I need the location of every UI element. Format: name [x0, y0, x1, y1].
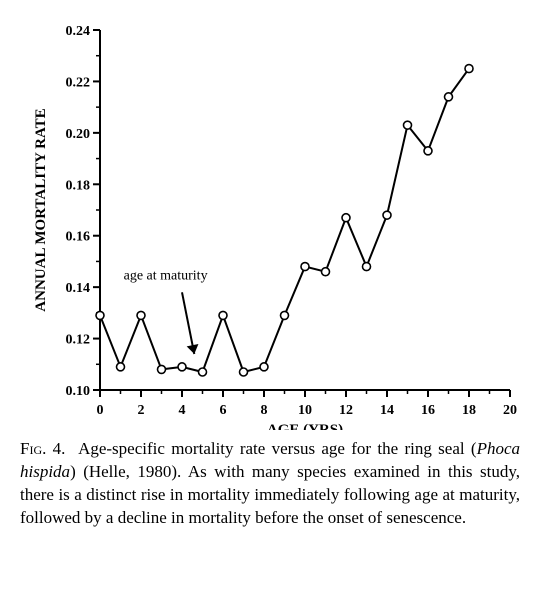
- y-tick-label: 0.16: [66, 230, 91, 245]
- y-tick-label: 0.20: [66, 127, 91, 142]
- y-tick-label: 0.22: [66, 75, 91, 90]
- data-marker: [424, 147, 432, 155]
- data-marker: [465, 65, 473, 73]
- x-axis-label: AGE (YRS): [267, 422, 343, 430]
- data-marker: [158, 365, 166, 373]
- x-tick-label: 8: [261, 403, 268, 418]
- data-marker: [260, 363, 268, 371]
- data-marker: [96, 311, 104, 319]
- x-tick-label: 6: [220, 403, 227, 418]
- data-marker: [363, 263, 371, 271]
- data-marker: [445, 93, 453, 101]
- x-tick-label: 12: [339, 403, 353, 418]
- caption-text-1: Age-specific mortality rate versus age f…: [78, 439, 477, 458]
- data-marker: [342, 214, 350, 222]
- data-marker: [404, 121, 412, 129]
- y-tick-label: 0.12: [66, 333, 91, 348]
- y-tick-label: 0.14: [66, 281, 91, 296]
- annotation-arrow-line: [182, 292, 194, 354]
- data-line: [100, 69, 469, 372]
- figure: 0 2 4 6 8 10 12 14 16 18 20 AGE (YRS) 0.10 0.12 0.14 0.…: [20, 20, 520, 530]
- data-marker: [301, 263, 309, 271]
- figure-caption: Fig. 4. Age-specific mortality rate vers…: [20, 438, 520, 530]
- annotation-arrow-head: [187, 344, 199, 354]
- x-tick-label: 16: [421, 403, 435, 418]
- x-tick-label: 14: [380, 403, 394, 418]
- data-marker: [199, 368, 207, 376]
- data-marker: [178, 363, 186, 371]
- y-tick-label: 0.24: [66, 24, 91, 39]
- x-tick-label: 20: [503, 403, 517, 418]
- data-marker: [219, 311, 227, 319]
- caption-lead: Fig. 4.: [20, 439, 65, 458]
- data-marker: [240, 368, 248, 376]
- data-marker: [281, 311, 289, 319]
- y-tick-label: 0.18: [66, 178, 91, 193]
- x-tick-label: 18: [462, 403, 476, 418]
- data-marker: [137, 311, 145, 319]
- x-tick-label: 2: [138, 403, 145, 418]
- mortality-chart: 0 2 4 6 8 10 12 14 16 18 20 AGE (YRS) 0.10 0.12 0.14 0.…: [20, 20, 520, 430]
- y-tick-label: 0.10: [66, 384, 91, 399]
- data-marker: [383, 211, 391, 219]
- x-tick-label: 4: [179, 403, 186, 418]
- caption-text-2: ) (Helle, 1980). As with many species ex…: [20, 462, 520, 527]
- data-marker: [117, 363, 125, 371]
- x-tick-label: 0: [97, 403, 104, 418]
- x-tick-label: 10: [298, 403, 312, 418]
- annotation-label: age at maturity: [124, 268, 208, 283]
- y-axis-label: ANNUAL MORTALITY RATE: [33, 108, 49, 311]
- data-marker: [322, 268, 330, 276]
